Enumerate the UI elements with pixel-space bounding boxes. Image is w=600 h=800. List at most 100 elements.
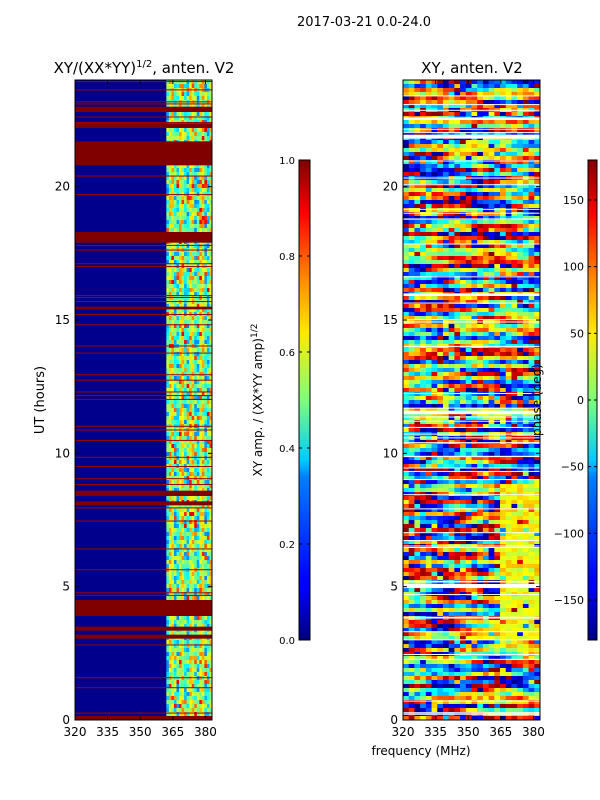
phase-cell [505, 352, 512, 357]
phase-cell [420, 220, 427, 225]
phase-cell [431, 296, 438, 301]
amplitude-cell [189, 664, 193, 669]
amplitude-cell [196, 632, 200, 637]
amplitude-cell [194, 576, 198, 581]
amplitude-cell [206, 376, 210, 381]
phase-cell [454, 224, 461, 229]
amplitude-cell [199, 304, 203, 309]
phase-cell [482, 340, 489, 345]
amplitude-cell [166, 544, 170, 549]
phase-cell [448, 84, 455, 89]
amplitude-cell [181, 584, 185, 589]
phase-cell [442, 140, 449, 145]
amplitude-cell [194, 228, 198, 233]
phase-cell [442, 180, 449, 185]
amplitude-cell [181, 372, 185, 377]
amplitude-cell [179, 668, 182, 673]
phase-cell [505, 252, 512, 257]
phase-cell [442, 400, 449, 405]
amplitude-cell [166, 564, 170, 569]
amplitude-cell [206, 132, 210, 137]
amplitude-cell [179, 540, 182, 545]
phase-cell [522, 368, 529, 373]
amplitude-cell [196, 656, 200, 661]
amplitude-cell [194, 412, 198, 417]
phase-cell [500, 352, 507, 357]
amplitude-cell [184, 648, 187, 653]
phase-cell [442, 340, 449, 345]
amplitude-cell [166, 456, 170, 461]
amplitude-cell [168, 284, 172, 289]
phase-cell [494, 380, 501, 385]
phase-cell [408, 380, 415, 385]
phase-cell [454, 264, 461, 269]
phase-cell [511, 340, 518, 345]
amplitude-cell [184, 700, 187, 705]
amplitude-cell [173, 168, 177, 173]
phase-cell [511, 280, 518, 285]
phase-cell [517, 280, 524, 285]
amplitude-cell [194, 592, 198, 597]
amplitude-cell [181, 624, 185, 629]
phase-cell [465, 92, 472, 97]
phase-cell [505, 396, 512, 401]
phase-cell [522, 140, 529, 145]
amplitude-cell [176, 496, 180, 501]
amplitude-flag-line [75, 520, 212, 522]
amplitude-cell [201, 288, 205, 293]
amplitude-cell [173, 372, 177, 377]
amplitude-cell [176, 440, 180, 445]
amplitude-cell [209, 588, 212, 593]
phase-cell [477, 164, 484, 169]
phase-cell [505, 304, 512, 309]
amplitude-cell [189, 368, 193, 373]
amplitude-cell [166, 180, 170, 185]
phase-cell [465, 196, 472, 201]
amplitude-cell [199, 228, 203, 233]
phase-cell [477, 356, 484, 361]
amplitude-cell [196, 404, 200, 409]
amplitude-cell [184, 336, 187, 341]
amplitude-cell [171, 532, 175, 537]
amplitude-cell [189, 712, 193, 717]
phase-cell [517, 96, 524, 101]
phase-cell [448, 252, 455, 257]
amplitude-cell [191, 348, 195, 353]
phase-cell [528, 160, 535, 165]
phase-cell [522, 200, 529, 205]
amplitude-cell [186, 660, 190, 665]
amplitude-cell [204, 356, 208, 361]
phase-cell [454, 220, 461, 225]
phase-cell [454, 96, 461, 101]
amplitude-cell [196, 704, 200, 709]
amplitude-flag-line [75, 687, 212, 689]
amplitude-cell [181, 684, 185, 689]
amplitude-cell [181, 444, 185, 449]
phase-cell [408, 184, 415, 189]
amplitude-cell [209, 208, 212, 213]
amplitude-cell [196, 228, 200, 233]
amplitude-cell [184, 364, 187, 369]
phase-cell [408, 272, 415, 277]
phase-cell [494, 272, 501, 277]
phase-cell [511, 348, 518, 353]
amplitude-cell [186, 648, 190, 653]
phase-cell [505, 404, 512, 409]
phase-cell [448, 192, 455, 197]
amplitude-cell [204, 688, 208, 693]
phase-cell [437, 284, 444, 289]
amplitude-cell [186, 644, 190, 649]
amplitude-cell [194, 512, 198, 517]
amplitude-cell [184, 132, 187, 137]
amplitude-cell [199, 332, 203, 337]
phase-cell [454, 192, 461, 197]
phase-cell [471, 128, 478, 133]
amplitude-cell [173, 404, 177, 409]
amplitude-cell [209, 396, 212, 401]
phase-cell [471, 352, 478, 357]
amplitude-cell [191, 204, 195, 209]
amplitude-cell [189, 564, 193, 569]
phase-cell [482, 96, 489, 101]
amplitude-cell [184, 480, 187, 485]
phase-cell [528, 360, 535, 365]
